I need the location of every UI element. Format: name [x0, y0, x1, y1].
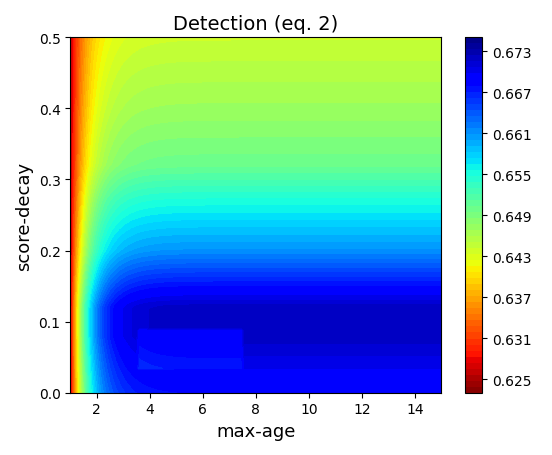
X-axis label: max-age: max-age	[216, 422, 295, 440]
Y-axis label: score-decay: score-decay	[15, 161, 33, 270]
Title: Detection (eq. 2): Detection (eq. 2)	[173, 15, 338, 34]
